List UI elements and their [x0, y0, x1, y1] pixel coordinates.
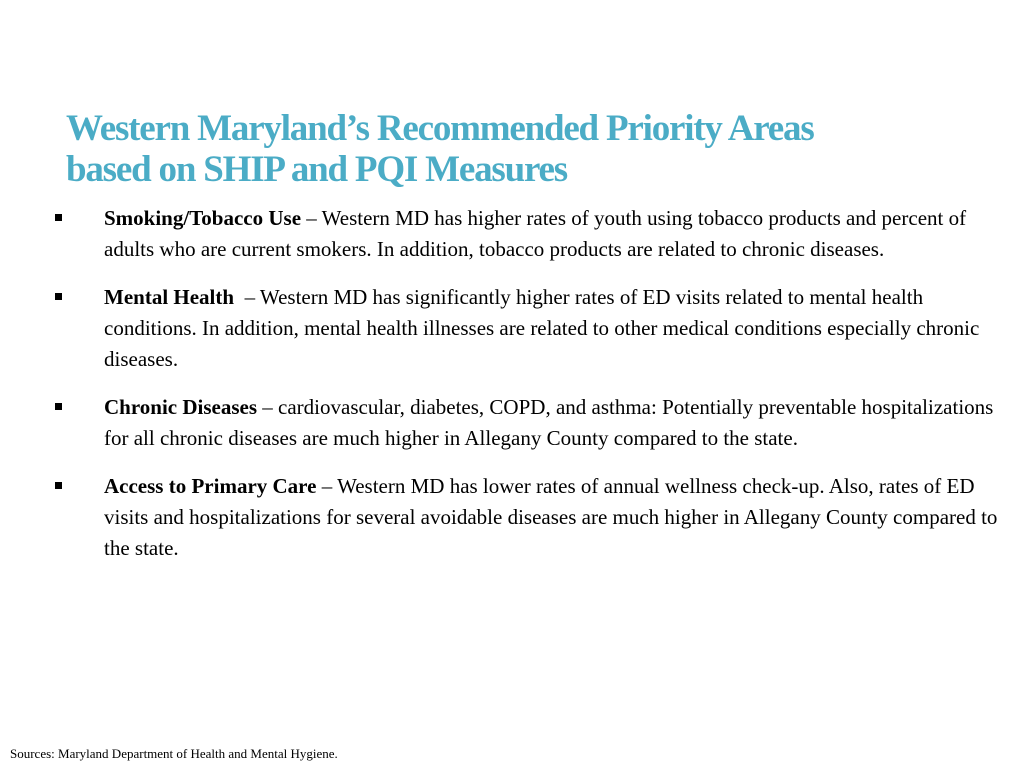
priority-areas-list: Smoking/Tobacco Use – Western MD has hig… [0, 203, 1024, 581]
bullet-term: Access to Primary Care [104, 474, 317, 498]
priority-item-chronic-diseases: Chronic Diseases – cardiovascular, diabe… [0, 392, 1024, 454]
bullet-description: – Western MD has significantly higher ra… [104, 285, 985, 371]
square-bullet-icon [55, 403, 62, 410]
bullet-term: Mental Health [104, 285, 235, 309]
bullet-description: – cardiovascular, diabetes, COPD, and as… [104, 395, 994, 450]
bullet-text: Chronic Diseases – cardiovascular, diabe… [104, 392, 999, 454]
square-bullet-icon [55, 482, 62, 489]
bullet-text: Smoking/Tobacco Use – Western MD has hig… [104, 203, 999, 265]
bullet-text: Mental Health – Western MD has significa… [104, 282, 999, 375]
bullet-term: Chronic Diseases [104, 395, 258, 419]
bullet-description: – Western MD has lower rates of annual w… [104, 474, 998, 560]
square-bullet-icon [55, 293, 62, 300]
priority-item-primary-care: Access to Primary Care – Western MD has … [0, 471, 1024, 564]
slide-title-line-1: Western Maryland’s Recommended Priority … [66, 108, 815, 149]
slide-title: Western Maryland’s Recommended Priority … [66, 108, 966, 190]
square-bullet-icon [55, 214, 62, 221]
slide-title-line-2: based on SHIP and PQI Measures [66, 149, 568, 190]
bullet-text: Access to Primary Care – Western MD has … [104, 471, 999, 564]
bullet-term: Smoking/Tobacco Use [104, 206, 302, 230]
sources-footnote: Sources: Maryland Department of Health a… [10, 746, 338, 761]
bullet-description: – Western MD has higher rates of youth u… [104, 206, 967, 261]
priority-item-smoking: Smoking/Tobacco Use – Western MD has hig… [0, 203, 1024, 265]
priority-item-mental-health: Mental Health – Western MD has significa… [0, 282, 1024, 375]
